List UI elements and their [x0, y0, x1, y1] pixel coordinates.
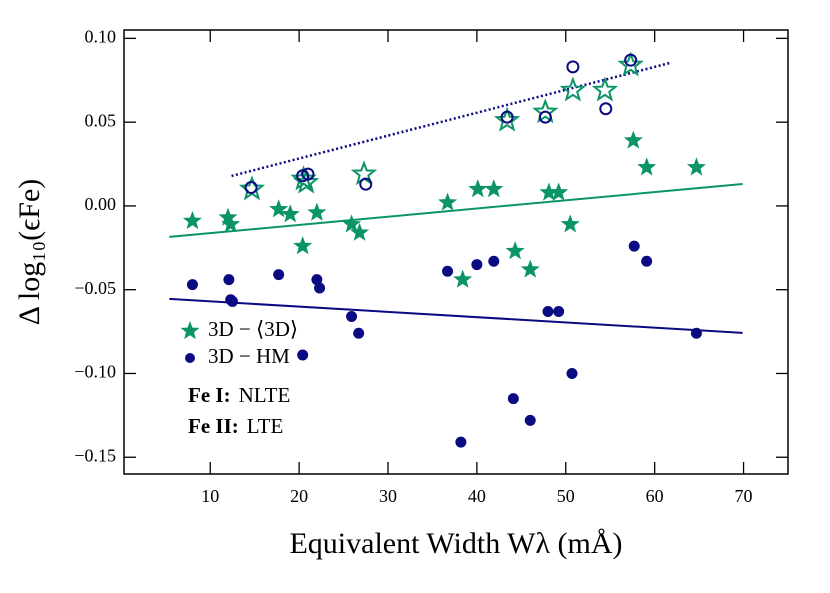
- star-marker: [591, 76, 619, 102]
- star-marker: [539, 182, 559, 201]
- y-tick-label: −0.10: [74, 362, 116, 382]
- series: [186, 240, 702, 448]
- y-tick-label: −0.15: [74, 445, 116, 465]
- x-tick-label: 50: [557, 486, 575, 506]
- star-marker: [559, 76, 587, 102]
- circle-marker: [455, 436, 467, 448]
- x-tick-label: 20: [290, 486, 308, 506]
- circle-marker: [297, 349, 309, 361]
- annotation: Fe I: NLTE: [188, 383, 290, 407]
- fit-line: [231, 61, 671, 178]
- circle-marker: [624, 53, 638, 67]
- fit-line: [169, 182, 743, 238]
- annotation-species: Fe I:: [188, 383, 231, 407]
- x-tick-label: 30: [379, 486, 397, 506]
- circle-marker: [244, 180, 258, 194]
- x-tick-label: 40: [468, 486, 486, 506]
- circle-marker: [226, 295, 238, 307]
- circle-marker: [628, 240, 640, 252]
- star-marker: [493, 106, 521, 132]
- fit-line: [169, 297, 743, 334]
- star-marker: [549, 182, 569, 201]
- circle-marker: [690, 327, 702, 339]
- x-axis-label: Equivalent Width Wλ (mÅ): [289, 527, 622, 560]
- circle-marker: [301, 167, 315, 181]
- annotation-mode: LTE: [247, 414, 284, 438]
- circle-marker: [353, 327, 365, 339]
- annotation-mode: NLTE: [239, 383, 291, 407]
- circle-marker: [223, 274, 235, 286]
- x-tick-label: 10: [201, 486, 219, 506]
- x-tick-label: 60: [646, 486, 664, 506]
- circle-marker: [185, 353, 195, 363]
- circle-marker: [314, 282, 326, 294]
- y-tick-label: 0.00: [85, 194, 117, 214]
- circle-marker: [442, 265, 454, 277]
- circle-marker: [359, 177, 373, 191]
- circle-marker: [273, 269, 285, 281]
- circle-marker: [488, 255, 500, 267]
- circle-marker: [566, 367, 578, 379]
- star-marker: [269, 199, 289, 218]
- annotation: Fe II: LTE: [188, 414, 283, 438]
- legend-label: 3D − ⟨3D⟩: [208, 317, 298, 341]
- y-tick-label: −0.05: [74, 278, 116, 298]
- series: [182, 130, 706, 288]
- circle-marker: [641, 255, 653, 267]
- star-marker: [532, 98, 559, 124]
- y-axis-label: Δ log₁₀(ϵFe): [13, 179, 46, 326]
- circle-marker: [296, 169, 310, 183]
- star-marker: [505, 241, 525, 260]
- legend: 3D − ⟨3D⟩ 3D − HM: [180, 317, 298, 368]
- circle-marker: [553, 305, 565, 317]
- y-tick-label: 0.10: [85, 27, 117, 47]
- star-marker: [453, 269, 473, 288]
- star-marker: [484, 179, 504, 198]
- annotation-species: Fe II:: [188, 414, 239, 438]
- circle-marker: [599, 102, 613, 116]
- star-marker: [686, 157, 706, 176]
- x-tick-label: 70: [735, 486, 753, 506]
- star-marker: [293, 236, 313, 255]
- circle-marker: [538, 110, 552, 124]
- star-marker: [290, 165, 317, 191]
- star-marker: [438, 192, 458, 211]
- star-marker: [280, 204, 300, 223]
- circle-marker: [524, 414, 536, 426]
- star-marker: [218, 207, 238, 226]
- plot-frame: [123, 29, 789, 475]
- circle-marker: [471, 259, 483, 271]
- star-marker: [180, 321, 200, 340]
- circle-marker: [507, 393, 519, 405]
- star-marker: [637, 157, 657, 176]
- legend-label: 3D − HM: [208, 344, 290, 368]
- circle-marker: [542, 305, 554, 317]
- star-marker: [560, 214, 580, 233]
- star-marker: [520, 259, 540, 278]
- star-marker: [307, 202, 327, 221]
- star-marker: [342, 214, 362, 233]
- star-marker: [182, 211, 202, 230]
- star-marker: [221, 214, 241, 233]
- star-marker: [617, 51, 644, 77]
- circle-marker: [500, 110, 514, 124]
- circle-marker: [186, 279, 198, 291]
- series: [244, 53, 638, 194]
- circle-marker: [566, 60, 580, 74]
- y-tick-label: 0.05: [85, 110, 117, 130]
- circle-marker: [311, 274, 323, 286]
- star-marker: [350, 222, 370, 241]
- series: [238, 51, 644, 201]
- star-marker: [623, 130, 643, 149]
- star-marker: [468, 179, 488, 198]
- circle-marker: [346, 311, 358, 323]
